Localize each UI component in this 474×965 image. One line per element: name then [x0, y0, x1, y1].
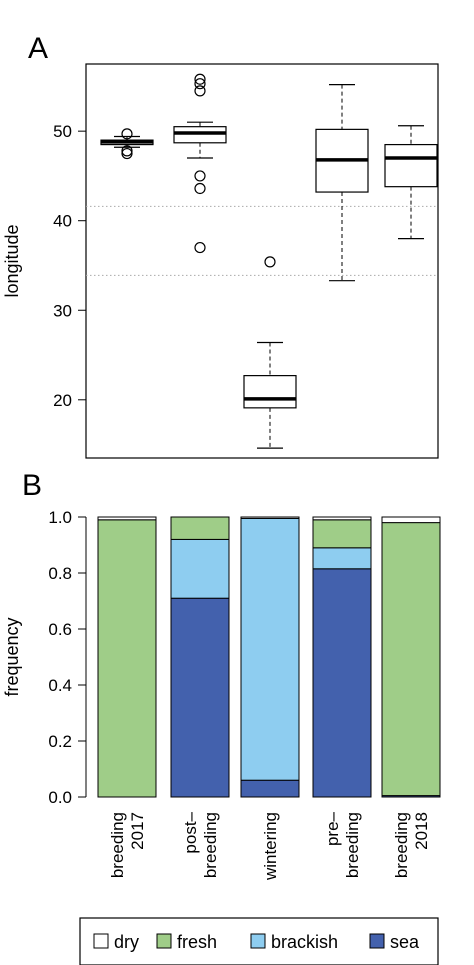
category-label: breeding	[392, 812, 411, 878]
panel-a-label: A	[28, 32, 48, 65]
bar-outline	[240, 516, 300, 798]
category-label: pre–	[323, 811, 342, 846]
category-label: breeding	[343, 812, 362, 878]
legend-label: sea	[390, 932, 420, 952]
bar-segment-sea	[170, 597, 230, 798]
legend-label: fresh	[177, 932, 217, 952]
bar-outline	[97, 516, 157, 798]
y-axis-title-b: frequency	[2, 617, 22, 696]
category-label: 2018	[412, 812, 431, 850]
legend-swatch	[250, 933, 266, 949]
outlier-point	[121, 145, 133, 157]
bar-outline	[312, 516, 372, 798]
legend-label: dry	[114, 932, 139, 952]
outlier-point	[194, 85, 206, 97]
outlier-point	[194, 182, 206, 195]
bar-segment-sea	[312, 568, 372, 798]
bar-segment-brackish	[170, 538, 230, 599]
outlier-point	[194, 170, 206, 182]
outlier-point	[121, 128, 133, 140]
y-tick-label: 0.0	[48, 788, 72, 807]
category-label: wintering	[261, 812, 280, 881]
box	[243, 375, 297, 409]
bar-segment-brackish	[312, 547, 372, 570]
bar-segment-fresh	[97, 519, 157, 798]
bar-segment-dry	[381, 516, 441, 524]
box	[173, 126, 227, 144]
y-tick-label: 1.0	[48, 508, 72, 527]
outlier-point	[194, 73, 206, 85]
legend-swatch	[93, 933, 109, 949]
legend-swatch	[369, 933, 385, 949]
y-axis-title-a: longitude	[2, 224, 22, 297]
category-label: post–	[181, 811, 200, 853]
y-tick-label: 0.6	[48, 620, 72, 639]
outlier-point	[194, 78, 206, 90]
legend-label: brackish	[271, 932, 338, 952]
panel-b-label: B	[22, 469, 42, 502]
box	[384, 143, 438, 188]
y-tick-label: 0.8	[48, 564, 72, 583]
y-tick-label: 0.2	[48, 732, 72, 751]
bar-outline	[170, 516, 230, 798]
legend-swatch	[156, 933, 172, 949]
panel-a-frame	[85, 63, 439, 459]
y-tick-label: 50	[53, 122, 72, 141]
outlier-point	[264, 256, 276, 268]
outlier-point	[194, 241, 206, 254]
y-tick-label: 40	[53, 212, 72, 231]
bar-segment-sea	[240, 779, 300, 798]
y-tick-label: 20	[53, 391, 72, 410]
category-label: 2017	[128, 812, 147, 850]
bar-segment-fresh	[170, 516, 230, 540]
category-label: breeding	[201, 812, 220, 878]
bar-segment-fresh	[381, 522, 441, 797]
y-tick-label: 30	[53, 301, 72, 320]
bar-outline	[381, 516, 441, 798]
bar-segment-brackish	[240, 517, 300, 781]
y-tick-label: 0.4	[48, 676, 72, 695]
category-label: breeding	[108, 812, 127, 878]
bar-segment-fresh	[312, 519, 372, 549]
outlier-point	[121, 147, 133, 160]
